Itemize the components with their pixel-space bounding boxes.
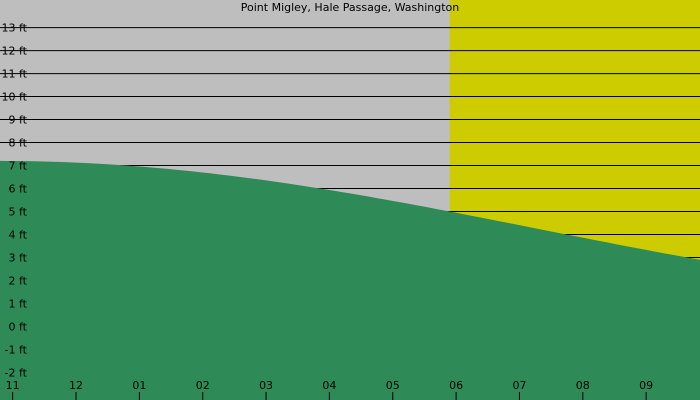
y-tick-label: 12 ft	[2, 45, 28, 58]
y-tick-label: 11 ft	[2, 68, 28, 81]
y-tick-label: -1 ft	[5, 343, 28, 356]
y-tick-label: 7 ft	[9, 160, 28, 173]
x-tick-label: 02	[196, 379, 210, 392]
y-tick-label: 0 ft	[9, 320, 28, 333]
y-tick-label: 3 ft	[9, 251, 28, 264]
x-tick-label: 08	[576, 379, 590, 392]
x-tick-label: 09	[639, 379, 653, 392]
x-tick-label: 01	[132, 379, 146, 392]
y-tick-label: 1 ft	[9, 297, 28, 310]
x-tick-label: 05	[386, 379, 400, 392]
y-tick-label: 5 ft	[9, 205, 28, 218]
chart-title: Point Migley, Hale Passage, Washington	[241, 1, 459, 14]
y-tick-label: 8 ft	[9, 137, 28, 150]
y-tick-label: 4 ft	[9, 228, 28, 241]
y-tick-label: 2 ft	[9, 274, 28, 287]
y-tick-label: 6 ft	[9, 183, 28, 196]
y-tick-label: -2 ft	[5, 366, 28, 379]
x-tick-label: 04	[322, 379, 336, 392]
x-tick-label: 12	[69, 379, 83, 392]
x-tick-label: 03	[259, 379, 273, 392]
x-tick-label: 06	[449, 379, 463, 392]
y-tick-label: 9 ft	[9, 114, 28, 127]
x-tick-label: 07	[512, 379, 526, 392]
x-tick-label: 11	[6, 379, 20, 392]
y-tick-label: 10 ft	[2, 91, 28, 104]
falling-tide-area	[0, 160, 700, 400]
y-tick-label: 13 ft	[2, 22, 28, 35]
